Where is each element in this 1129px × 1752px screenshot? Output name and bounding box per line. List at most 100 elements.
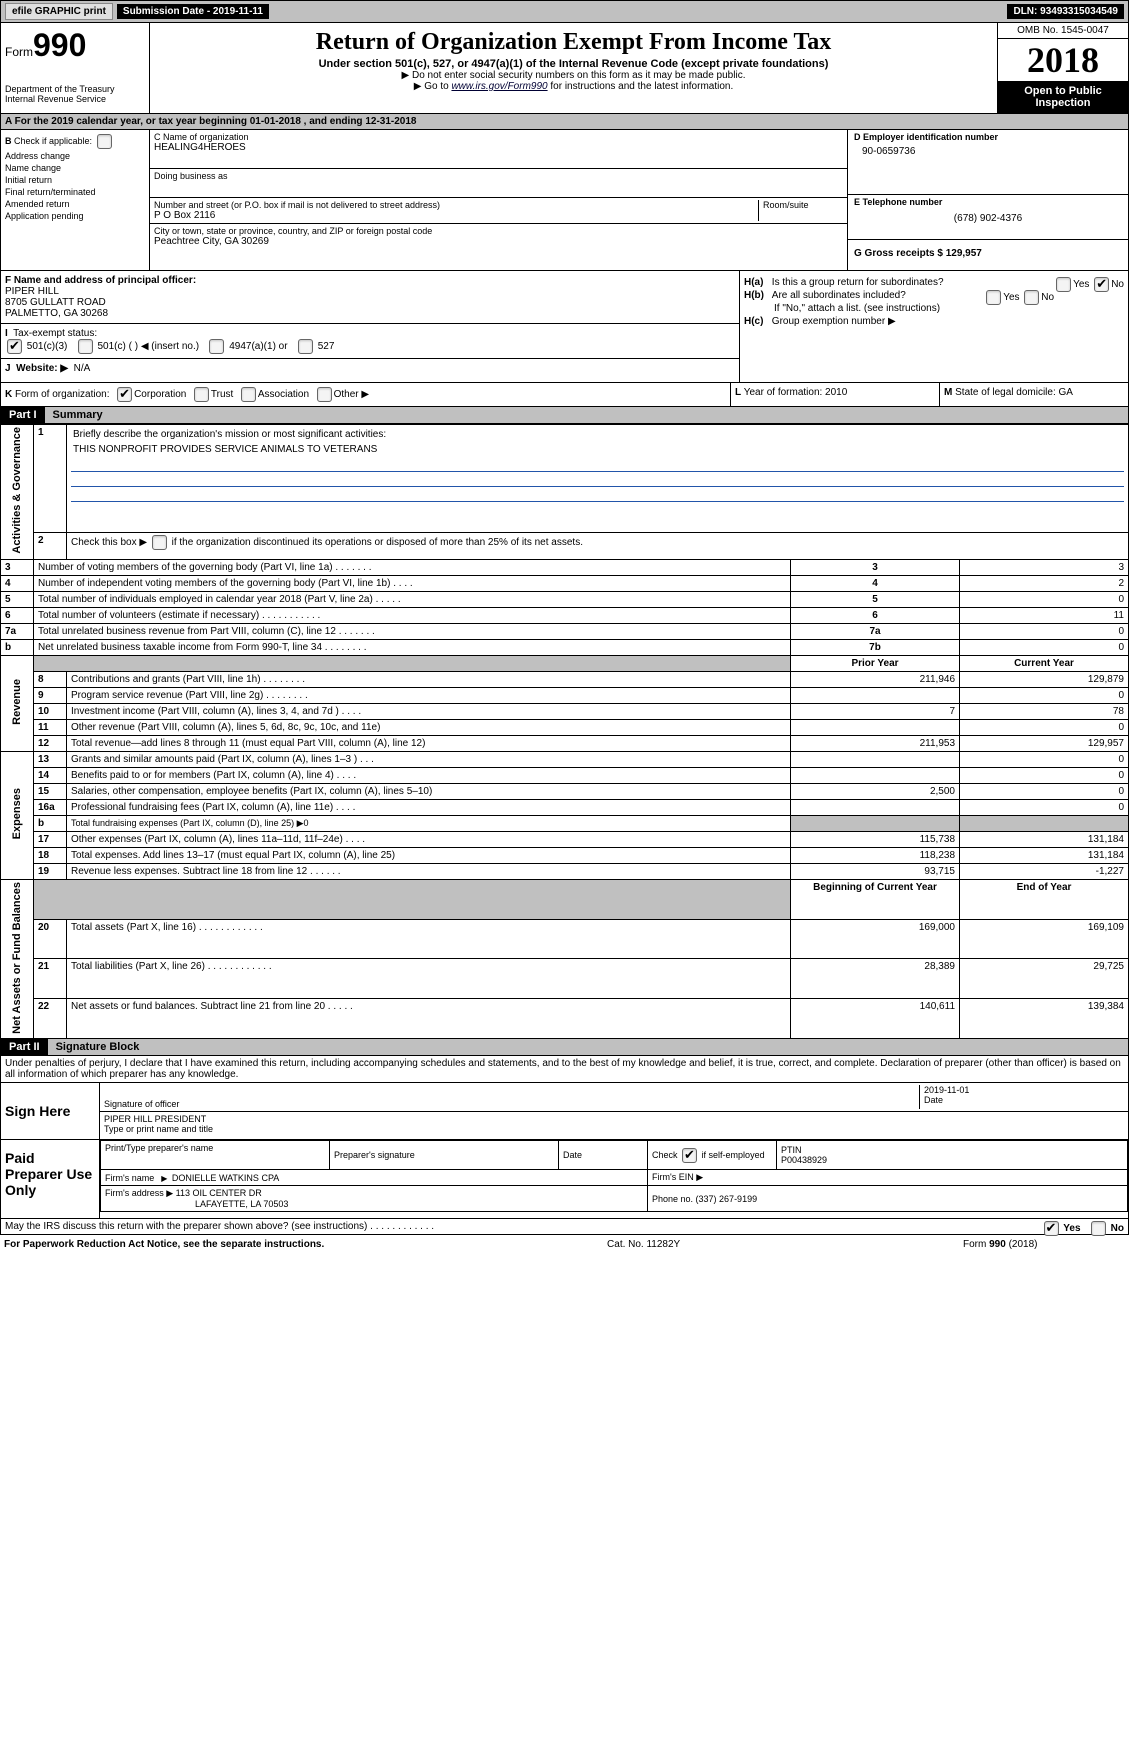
opt-trust: Trust [211,389,233,400]
chk-trust[interactable] [194,387,209,402]
line-20-num: 20 [34,919,67,959]
firm-addr-label: Firm's address ▶ [105,1188,173,1198]
hb-no-box[interactable] [1024,290,1039,305]
footer: For Paperwork Reduction Act Notice, see … [0,1235,1042,1254]
side-expenses: Expenses [1,751,34,879]
line-b-desc: Net unrelated business taxable income fr… [34,639,791,655]
line-4-val: 2 [960,575,1129,591]
ptin-val: P00438929 [781,1155,1123,1165]
hb-note: If "No," attach a list. (see instruction… [744,303,1124,314]
line-11-cy: 0 [960,719,1129,735]
checkbox-527[interactable] [298,339,313,354]
discuss-no-box[interactable] [1091,1221,1106,1236]
discuss-text: May the IRS discuss this return with the… [5,1221,434,1232]
check-if-applicable: Check if applicable: [14,136,92,146]
line-22-num: 22 [34,999,67,1039]
line-7a-val: 0 [960,623,1129,639]
officer-name-type: PIPER HILL PRESIDENT [104,1114,1124,1124]
hb-yes-box[interactable] [986,290,1001,305]
footer-left: For Paperwork Reduction Act Notice, see … [4,1239,324,1250]
line-21-desc: Total liabilities (Part X, line 26) . . … [67,959,791,999]
line-5-num: 5 [1,591,34,607]
ptin-label: PTIN [781,1145,1123,1155]
checkbox[interactable] [97,134,112,149]
firm-addr2: LAFAYETTE, LA 70503 [105,1199,288,1209]
line-2-box[interactable] [152,535,167,550]
ha-no-box[interactable] [1094,277,1109,292]
line-18-num: 18 [34,847,67,863]
line-7a-num: 7a [1,623,34,639]
sig-officer-area: Signature of officer [104,1085,919,1109]
line-15-cy: 0 [960,783,1129,799]
line-4-col: 4 [791,575,960,591]
preparer-table: Print/Type preparer's name Preparer's si… [100,1140,1128,1212]
yes-label2: Yes [1003,292,1019,303]
hc-label: H(c) [744,316,763,327]
line-6-desc: Total number of volunteers (estimate if … [34,607,791,623]
line-13-cy: 0 [960,751,1129,767]
f-label: F Name and address of principal officer: [5,275,735,286]
line-2-text: Check this box ▶ [71,537,147,548]
opt-527: 527 [318,341,335,352]
opt-initial-return: Initial return [5,175,145,185]
line-4-desc: Number of independent voting members of … [34,575,791,591]
line-3-val: 3 [960,559,1129,575]
paid-preparer-label: Paid Preparer Use Only [1,1140,100,1218]
line-3-num: 3 [1,559,34,575]
chk-assoc[interactable] [241,387,256,402]
header-center: Return of Organization Exempt From Incom… [150,23,997,113]
line-9-py [791,687,960,703]
line-21-num: 21 [34,959,67,999]
line-1-text: Briefly describe the organization's miss… [71,427,1124,442]
ein: 90-0659736 [854,142,1122,157]
addr-label: Number and street (or P.O. box if mail i… [154,200,758,210]
discuss-yes-box[interactable] [1044,1221,1059,1236]
line-21-cy: 29,725 [960,959,1129,999]
chk-corp[interactable] [117,387,132,402]
city-label: City or town, state or province, country… [154,226,843,236]
room-label: Room/suite [763,200,843,210]
opt-pending: Application pending [5,211,145,221]
ha-yes-box[interactable] [1056,277,1071,292]
header-left: Form990 Department of the Treasury Inter… [1,23,150,113]
hc-text: Group exemption number ▶ [772,316,896,327]
line-18-cy: 131,184 [960,847,1129,863]
k-label: K [5,389,12,400]
discuss-no: No [1111,1224,1124,1235]
subtitle: Under section 501(c), 527, or 4947(a)(1)… [154,58,993,70]
checkbox-4947[interactable] [209,339,224,354]
hb-text: Are all subordinates included? [772,290,906,301]
irs-link[interactable]: www.irs.gov/Form990 [451,81,547,92]
note1: ▶ Do not enter social security numbers o… [154,70,993,81]
part2-title: Signature Block [48,1039,1128,1055]
tax-exempt-label: Tax-exempt status: [13,328,97,339]
firm-ein-label: Firm's EIN ▶ [648,1170,1128,1186]
hb-label: H(b) [744,290,764,301]
line-21-py: 28,389 [791,959,960,999]
line-20-py: 169,000 [791,919,960,959]
checkbox-501c3[interactable] [7,339,22,354]
col-f: F Name and address of principal officer:… [1,271,740,382]
prep-date-label: Date [559,1141,648,1170]
line-6-num: 6 [1,607,34,623]
side-revenue: Revenue [1,655,34,751]
name-label: C Name of organization [154,132,843,142]
line-b-col: 7b [791,639,960,655]
begin-year-hdr: Beginning of Current Year [791,879,960,919]
line-22-desc: Net assets or fund balances. Subtract li… [67,999,791,1039]
submission-date: Submission Date - 2019-11-11 [117,4,269,19]
opt-address-change: Address change [5,151,145,161]
line-19-py: 93,715 [791,863,960,879]
line-3-desc: Number of voting members of the governin… [34,559,791,575]
opt-other: Other ▶ [334,389,369,400]
line-12-cy: 129,957 [960,735,1129,751]
line-13-num: 13 [34,751,67,767]
underline [71,489,1124,502]
line-16a-desc: Professional fundraising fees (Part IX, … [67,799,791,815]
chk-other[interactable] [317,387,332,402]
checkbox-501c[interactable] [78,339,93,354]
efile-btn[interactable]: efile GRAPHIC print [5,3,113,20]
self-emp-box[interactable] [682,1148,697,1163]
omb: OMB No. 1545-0047 [998,23,1128,39]
part1-title: Summary [45,407,1128,423]
